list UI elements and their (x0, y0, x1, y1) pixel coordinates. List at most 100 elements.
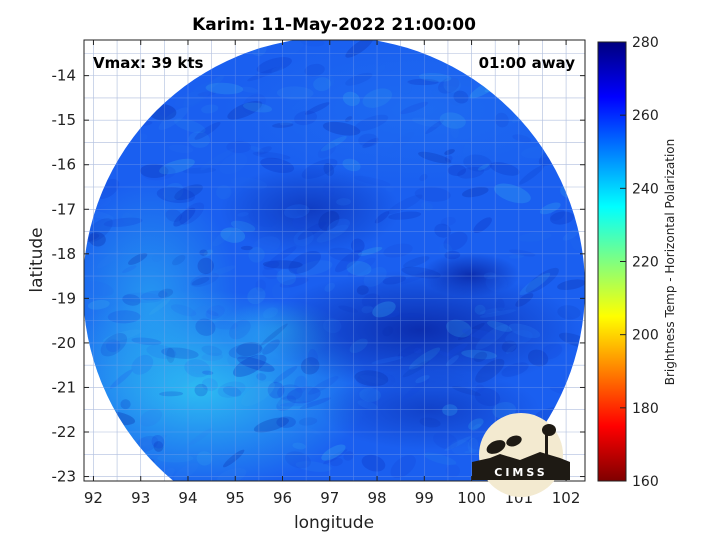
texture-blob (345, 72, 373, 86)
texture-blob (439, 112, 466, 129)
texture-blob (196, 451, 213, 466)
texture-blob (267, 381, 285, 399)
x-tick-label: 102 (552, 489, 581, 507)
texture-blob (356, 285, 369, 295)
texture-blob (440, 216, 456, 226)
texture-blob (361, 305, 374, 314)
texture-blob (316, 224, 349, 243)
texture-blob (343, 451, 354, 461)
texture-blob (359, 387, 381, 402)
texture-blob (222, 386, 242, 397)
texture-blob (467, 437, 479, 454)
texture-blob (335, 249, 363, 273)
texture-blob (151, 434, 165, 449)
texture-blob (447, 164, 467, 176)
texture-blob (446, 319, 472, 338)
texture-blob (85, 217, 113, 243)
texture-blob (400, 101, 428, 115)
texture-blob (359, 374, 388, 385)
texture-blob (372, 64, 386, 76)
texture-blob (260, 157, 295, 173)
texture-blob (163, 182, 184, 201)
texture-blob (357, 400, 379, 410)
texture-blob (483, 272, 497, 280)
colorbar-tick-label: 260 (632, 108, 659, 124)
texture-blob (419, 173, 428, 182)
texture-blob (166, 347, 175, 363)
texture-blob (353, 175, 391, 187)
texture-blob (425, 119, 444, 134)
texture-blob (248, 247, 265, 263)
texture-blob (399, 80, 412, 95)
texture-blob (202, 370, 214, 375)
texture-blob (485, 274, 508, 293)
texture-blob (308, 376, 339, 395)
texture-blob (121, 212, 134, 224)
texture-blob (271, 66, 284, 74)
texture-blob (479, 309, 517, 318)
texture-blob (294, 110, 318, 126)
texture-blob (293, 230, 314, 247)
y-axis: -14 -15 -16 -17 -18 -19 -20 -21 -22 -23 (52, 67, 585, 486)
texture-blob (459, 77, 473, 87)
texture-blob (103, 329, 142, 343)
texture-blob (165, 209, 182, 222)
texture-blob (436, 350, 463, 362)
texture-blob (451, 386, 481, 396)
colorbar-label: Brightness Temp - Horizontal Polarizatio… (663, 139, 677, 386)
texture-blob (433, 432, 458, 450)
texture-blob (562, 228, 580, 241)
texture-blob (471, 423, 482, 431)
texture-blob (201, 352, 224, 362)
texture-blob (313, 77, 331, 92)
texture-blob (194, 122, 221, 140)
texture-blob (230, 177, 268, 190)
texture-blob (445, 464, 460, 478)
y-tick-label: -21 (52, 378, 77, 396)
texture-blob (240, 245, 253, 251)
texture-blob (168, 144, 194, 154)
texture-blob (505, 344, 517, 354)
texture-blob (276, 416, 296, 428)
texture-blob (227, 352, 243, 367)
x-tick-label: 100 (457, 489, 486, 507)
texture-blob (487, 320, 512, 332)
texture-blob (205, 82, 244, 95)
texture-blob (194, 383, 208, 397)
texture-blob (183, 82, 214, 108)
texture-blob (301, 158, 338, 179)
texture-blob (338, 305, 358, 313)
texture-blob (508, 323, 541, 339)
texture-blob (402, 379, 430, 400)
texture-blob (371, 356, 404, 365)
texture-blob (403, 256, 430, 268)
texture-blob (131, 337, 162, 346)
texture-blob (501, 362, 529, 377)
texture-blob (252, 151, 291, 160)
texture-blob (253, 417, 289, 433)
texture-blob (227, 100, 263, 120)
texture-blob (354, 370, 389, 387)
texture-blob (103, 217, 143, 227)
texture-blob (382, 275, 406, 285)
y-tick-label: -14 (52, 67, 77, 85)
x-axis-label: longitude (294, 513, 374, 533)
texture-blob (362, 137, 379, 149)
plot-area-frame (83, 39, 586, 482)
texture-blob (489, 162, 520, 176)
texture-blob (88, 232, 106, 247)
texture-blob (122, 294, 141, 306)
texture-blob (322, 121, 361, 136)
texture-blob (550, 209, 565, 221)
texture-blob (474, 388, 501, 407)
texture-blob (256, 57, 292, 74)
texture-blob (318, 211, 340, 231)
texture-blob (276, 86, 314, 100)
texture-blob (450, 439, 473, 456)
texture-blob (217, 381, 246, 398)
texture-blob (291, 94, 317, 110)
texture-blob (495, 298, 505, 312)
texture-blob (557, 305, 581, 320)
texture-blob (295, 461, 332, 472)
